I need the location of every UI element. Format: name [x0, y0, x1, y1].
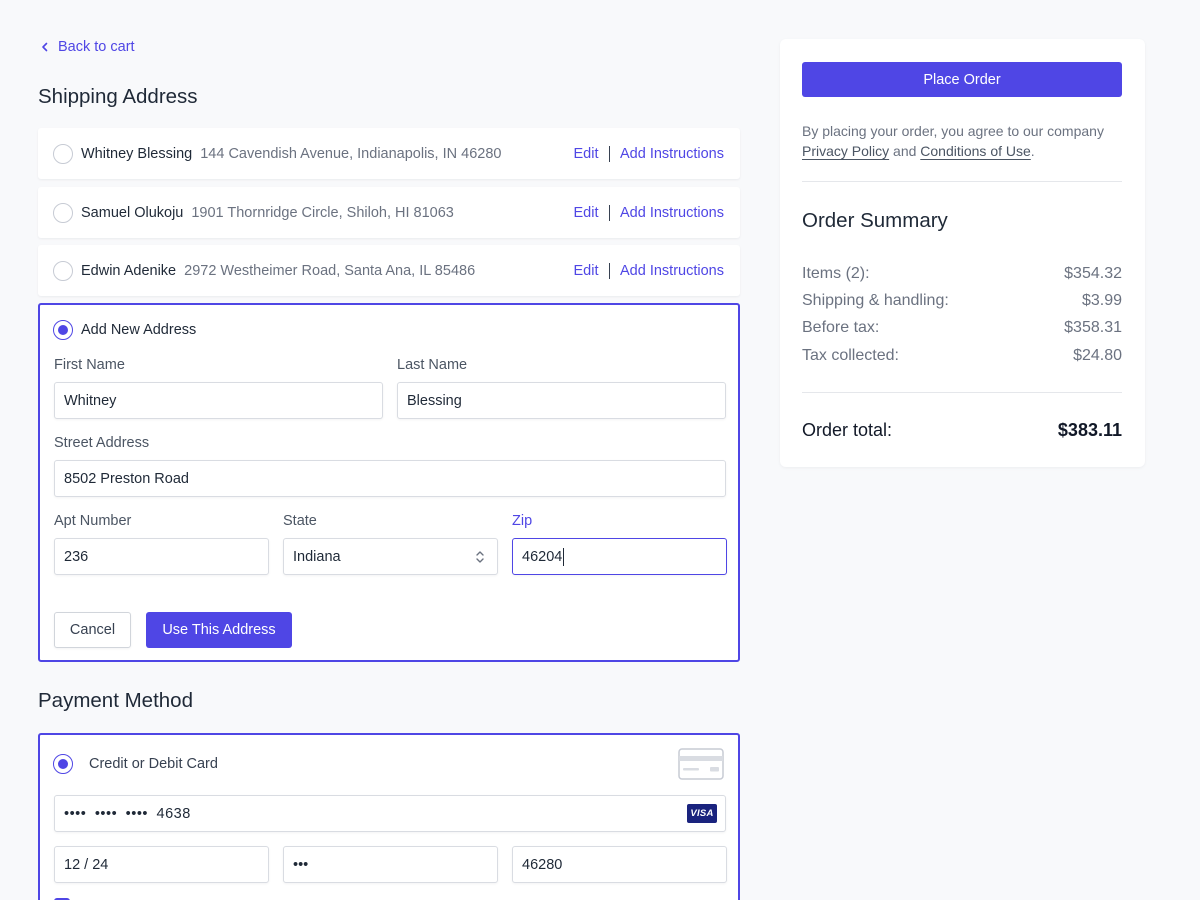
state-select[interactable]: Indiana — [283, 538, 498, 575]
summary-row-label: Before tax: — [802, 319, 880, 336]
card-payment-label: Credit or Debit Card — [89, 756, 218, 772]
card-number-value: •••• •••• •••• 4638 — [64, 805, 191, 822]
card-payment-radio[interactable] — [53, 754, 73, 774]
cvc-input[interactable]: ••• — [283, 846, 498, 883]
state-label: State — [283, 513, 317, 529]
street-address-value: 8502 Preston Road — [64, 470, 189, 487]
divider — [608, 145, 611, 162]
street-address-label: Street Address — [54, 435, 150, 451]
summary-row-value: $354.32 — [1064, 265, 1122, 282]
address-card[interactable]: Whitney Blessing 144 Cavendish Avenue, I… — [38, 128, 740, 179]
street-address-input[interactable]: 8502 Preston Road — [54, 460, 726, 497]
add-instructions-link[interactable]: Add Instructions — [620, 204, 724, 221]
apt-number-label: Apt Number — [54, 513, 132, 529]
cvc-value: ••• — [293, 856, 309, 873]
summary-row-value: $358.31 — [1064, 319, 1122, 336]
divider — [608, 262, 611, 279]
order-agreement-text: By placing your order, you agree to our … — [802, 121, 1127, 161]
order-summary-title: Order Summary — [802, 209, 948, 232]
back-to-cart-link[interactable]: Back to cart — [40, 39, 135, 55]
address-card[interactable]: Samuel Olukoju 1901 Thornridge Circle, S… — [38, 187, 740, 238]
card-number-input[interactable]: •••• •••• •••• 4638 VISA — [54, 795, 726, 832]
chevron-up-down-icon — [476, 551, 484, 563]
new-address-radio[interactable] — [53, 320, 73, 340]
order-total-row: Order total: $383.11 — [802, 420, 1122, 441]
divider — [802, 181, 1122, 182]
edit-address-link[interactable]: Edit — [573, 262, 599, 279]
divider — [802, 392, 1122, 393]
payment-method-card: Credit or Debit Card •••• •••• •••• 4638… — [38, 733, 740, 900]
last-name-label: Last Name — [397, 357, 468, 373]
zip-value: 46204 — [522, 548, 563, 565]
first-name-value: Whitney — [64, 392, 117, 409]
first-name-input[interactable]: Whitney — [54, 382, 383, 419]
billing-checkbox[interactable] — [54, 898, 70, 900]
order-summary-panel: Place Order By placing your order, you a… — [780, 39, 1145, 467]
address-card[interactable]: Edwin Adenike 2972 Westheimer Road, Sant… — [38, 245, 740, 296]
text-caret — [563, 547, 565, 566]
summary-row: Tax collected: $24.80 — [802, 347, 1122, 365]
address-text: 1901 Thornridge Circle, Shiloh, HI 81063 — [191, 204, 454, 221]
last-name-value: Blessing — [407, 392, 462, 409]
visa-logo: VISA — [687, 804, 717, 823]
address-name: Whitney Blessing — [81, 145, 193, 162]
place-order-button[interactable]: Place Order — [802, 62, 1122, 97]
privacy-policy-link[interactable]: Privacy Policy — [802, 143, 890, 159]
address-name: Edwin Adenike — [81, 262, 177, 279]
new-address-form: Add New Address First Name Whitney Last … — [38, 303, 740, 662]
agreement-prefix: By placing your order, you agree to our … — [802, 123, 1104, 139]
use-this-address-button[interactable]: Use This Address — [146, 612, 292, 648]
address-name: Samuel Olukoju — [81, 204, 184, 221]
zip-input[interactable]: 46204 — [512, 538, 727, 575]
address-radio[interactable] — [53, 202, 73, 223]
state-value: Indiana — [293, 548, 341, 565]
chevron-left-icon — [42, 42, 48, 52]
add-instructions-link[interactable]: Add Instructions — [620, 145, 724, 162]
expiry-input[interactable]: 12 / 24 — [54, 846, 269, 883]
zip-label: Zip — [512, 513, 533, 529]
last-name-input[interactable]: Blessing — [397, 382, 726, 419]
back-to-cart-label: Back to cart — [58, 39, 135, 55]
summary-row-value: $3.99 — [1081, 292, 1122, 309]
summary-row-label: Items (2): — [802, 265, 870, 282]
billing-zip-input[interactable]: 46280 — [512, 846, 727, 883]
first-name-label: First Name — [54, 357, 125, 373]
expiry-value: 12 / 24 — [64, 856, 109, 873]
order-total-value: $383.11 — [1057, 420, 1122, 440]
summary-row: Shipping & handling: $3.99 — [802, 292, 1122, 310]
order-total-label: Order total: — [802, 420, 893, 440]
credit-card-icon — [678, 748, 724, 780]
payment-method-title: Payment Method — [38, 689, 193, 712]
address-text: 144 Cavendish Avenue, Indianapolis, IN 4… — [200, 145, 502, 162]
address-text: 2972 Westheimer Road, Santa Ana, IL 8548… — [184, 262, 476, 279]
address-radio[interactable] — [53, 260, 73, 281]
billing-zip-value: 46280 — [522, 856, 563, 873]
shipping-address-title: Shipping Address — [38, 85, 198, 108]
summary-row: Before tax: $358.31 — [802, 319, 1122, 337]
edit-address-link[interactable]: Edit — [573, 204, 599, 221]
summary-row-label: Shipping & handling: — [802, 292, 949, 309]
agreement-and: and — [893, 143, 917, 159]
cancel-button[interactable]: Cancel — [54, 612, 131, 648]
summary-row-value: $24.80 — [1073, 347, 1122, 364]
divider — [608, 204, 611, 221]
apt-number-value: 236 — [64, 548, 89, 565]
apt-number-input[interactable]: 236 — [54, 538, 269, 575]
edit-address-link[interactable]: Edit — [573, 145, 599, 162]
new-address-label: Add New Address — [81, 322, 197, 338]
summary-row-label: Tax collected: — [802, 347, 899, 364]
conditions-of-use-link[interactable]: Conditions of Use — [920, 143, 1031, 159]
add-instructions-link[interactable]: Add Instructions — [620, 262, 724, 279]
summary-row: Items (2): $354.32 — [802, 265, 1122, 283]
agreement-suffix: . — [1030, 143, 1035, 159]
address-radio[interactable] — [53, 143, 73, 164]
